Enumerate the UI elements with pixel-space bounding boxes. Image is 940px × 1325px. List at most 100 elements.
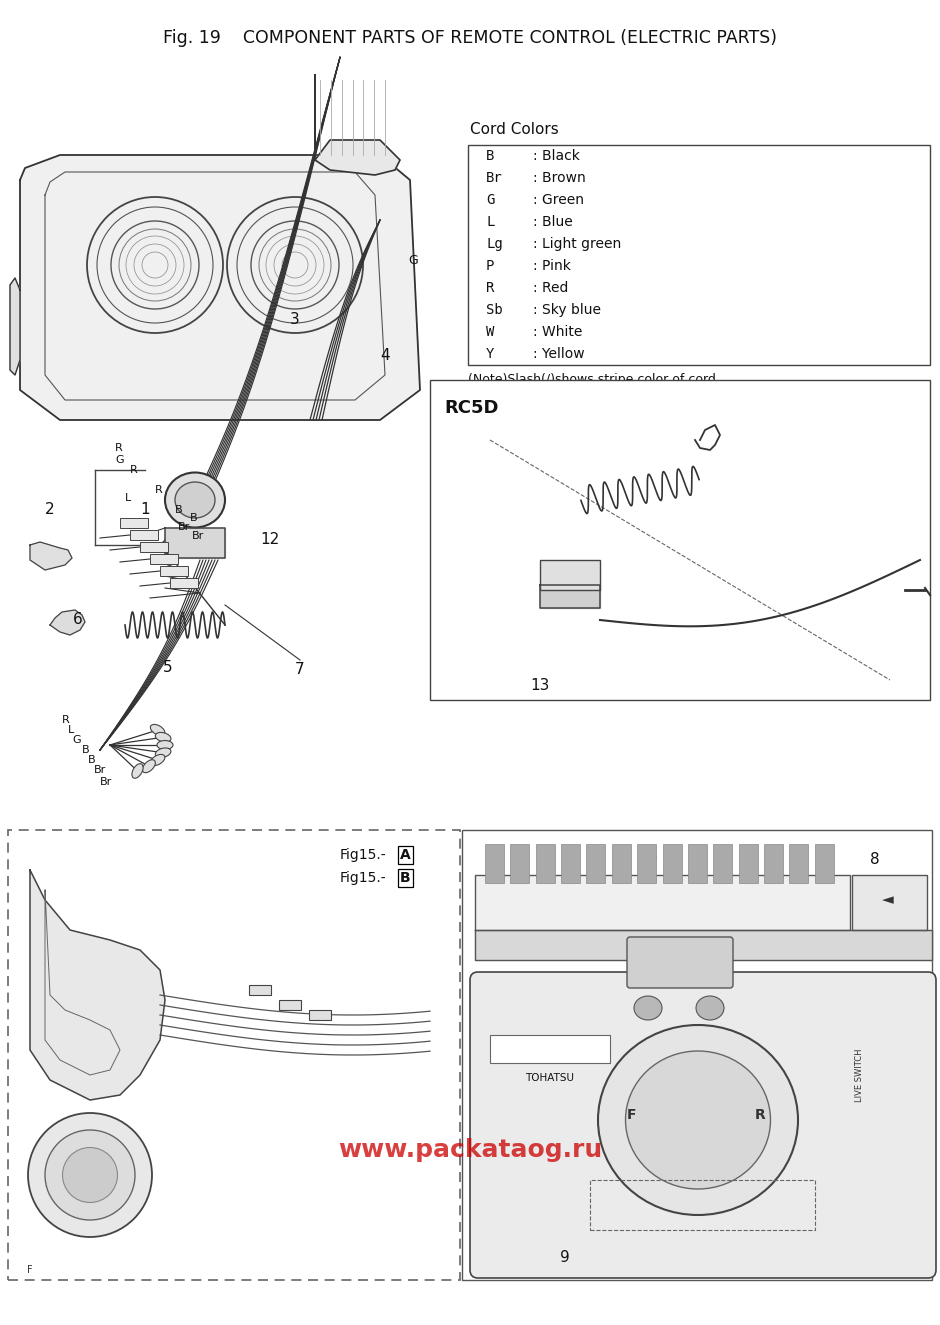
FancyBboxPatch shape	[612, 844, 631, 882]
Text: : Green: : Green	[533, 193, 584, 208]
Text: 10: 10	[638, 852, 658, 868]
Text: G: G	[408, 253, 417, 266]
Text: R: R	[155, 485, 163, 496]
Text: 2: 2	[45, 502, 55, 518]
FancyBboxPatch shape	[627, 937, 733, 988]
FancyBboxPatch shape	[561, 844, 580, 882]
FancyBboxPatch shape	[430, 380, 930, 700]
FancyBboxPatch shape	[764, 844, 783, 882]
FancyBboxPatch shape	[170, 578, 198, 588]
Polygon shape	[10, 278, 20, 375]
Text: L: L	[68, 725, 74, 735]
Text: Br: Br	[94, 765, 106, 775]
Ellipse shape	[634, 996, 662, 1020]
Polygon shape	[30, 871, 165, 1100]
FancyBboxPatch shape	[663, 844, 682, 882]
Polygon shape	[540, 586, 600, 608]
FancyBboxPatch shape	[490, 1035, 610, 1063]
Ellipse shape	[696, 996, 724, 1020]
Ellipse shape	[45, 1130, 135, 1220]
Polygon shape	[50, 610, 85, 635]
FancyBboxPatch shape	[309, 1010, 331, 1020]
Text: 11: 11	[735, 1063, 755, 1077]
Text: R: R	[486, 281, 494, 295]
Text: 5: 5	[164, 660, 173, 676]
Text: 12: 12	[260, 533, 279, 547]
Text: B: B	[82, 745, 89, 755]
Text: 6: 6	[73, 612, 83, 628]
Text: 7: 7	[295, 662, 305, 677]
Text: : Pink: : Pink	[533, 260, 571, 273]
Polygon shape	[165, 527, 225, 558]
FancyBboxPatch shape	[637, 844, 656, 882]
FancyBboxPatch shape	[462, 829, 932, 1280]
FancyBboxPatch shape	[160, 566, 188, 576]
FancyBboxPatch shape	[140, 542, 168, 553]
Polygon shape	[30, 542, 72, 570]
Text: Fig15.-: Fig15.-	[340, 871, 386, 885]
FancyBboxPatch shape	[790, 844, 808, 882]
Ellipse shape	[62, 1147, 118, 1203]
Ellipse shape	[165, 473, 225, 527]
Text: Sb: Sb	[486, 303, 503, 318]
FancyBboxPatch shape	[510, 844, 529, 882]
Text: www.packataog.ru: www.packataog.ru	[337, 1138, 603, 1162]
Ellipse shape	[28, 1113, 152, 1238]
FancyBboxPatch shape	[468, 144, 930, 364]
Ellipse shape	[625, 1051, 771, 1189]
FancyBboxPatch shape	[485, 844, 504, 882]
FancyBboxPatch shape	[470, 973, 936, 1279]
FancyBboxPatch shape	[130, 530, 158, 541]
FancyBboxPatch shape	[688, 844, 707, 882]
Text: Fig. 19    COMPONENT PARTS OF REMOTE CONTROL (ELECTRIC PARTS): Fig. 19 COMPONENT PARTS OF REMOTE CONTRO…	[163, 29, 777, 46]
Text: Br: Br	[486, 171, 503, 186]
FancyBboxPatch shape	[713, 844, 732, 882]
Text: G: G	[486, 193, 494, 208]
Text: R: R	[755, 1108, 765, 1122]
FancyBboxPatch shape	[540, 560, 600, 590]
Text: F: F	[627, 1108, 636, 1122]
Text: 4: 4	[380, 347, 390, 363]
Text: Br: Br	[192, 531, 204, 541]
Text: R: R	[130, 465, 138, 474]
Text: : Brown: : Brown	[533, 171, 586, 186]
Text: 3: 3	[290, 313, 300, 327]
Text: : Yellow: : Yellow	[533, 347, 585, 362]
Polygon shape	[315, 76, 400, 175]
Ellipse shape	[155, 733, 171, 742]
Text: F: F	[27, 1265, 33, 1275]
Text: R: R	[115, 443, 123, 453]
Text: G: G	[72, 735, 81, 745]
Ellipse shape	[157, 741, 173, 750]
FancyBboxPatch shape	[8, 829, 460, 1280]
Text: : Blue: : Blue	[533, 216, 572, 229]
Text: W: W	[486, 326, 494, 339]
Text: Fig15.-: Fig15.-	[340, 848, 386, 863]
Text: 8: 8	[870, 852, 880, 868]
Text: LIVE SWITCH: LIVE SWITCH	[855, 1048, 865, 1102]
Text: L: L	[125, 493, 132, 504]
Text: Br: Br	[100, 776, 112, 787]
FancyBboxPatch shape	[279, 1000, 301, 1010]
FancyBboxPatch shape	[739, 844, 758, 882]
Ellipse shape	[150, 754, 164, 766]
Text: ◄: ◄	[882, 893, 894, 908]
Ellipse shape	[132, 763, 143, 778]
Ellipse shape	[155, 747, 171, 758]
FancyBboxPatch shape	[150, 554, 178, 564]
Text: Lg: Lg	[486, 237, 503, 252]
Polygon shape	[475, 930, 932, 961]
Polygon shape	[20, 155, 420, 420]
Ellipse shape	[142, 759, 155, 772]
FancyBboxPatch shape	[587, 844, 605, 882]
Text: B: B	[175, 505, 182, 515]
Text: RC5D: RC5D	[444, 399, 498, 417]
Text: 13: 13	[530, 677, 550, 693]
Text: Br: Br	[178, 522, 190, 533]
Text: B: B	[486, 150, 494, 163]
Text: L: L	[486, 216, 494, 229]
Text: P: P	[486, 260, 494, 273]
Text: TOHATSU: TOHATSU	[525, 1073, 574, 1083]
Text: B: B	[190, 513, 197, 523]
Text: 1: 1	[140, 502, 149, 518]
